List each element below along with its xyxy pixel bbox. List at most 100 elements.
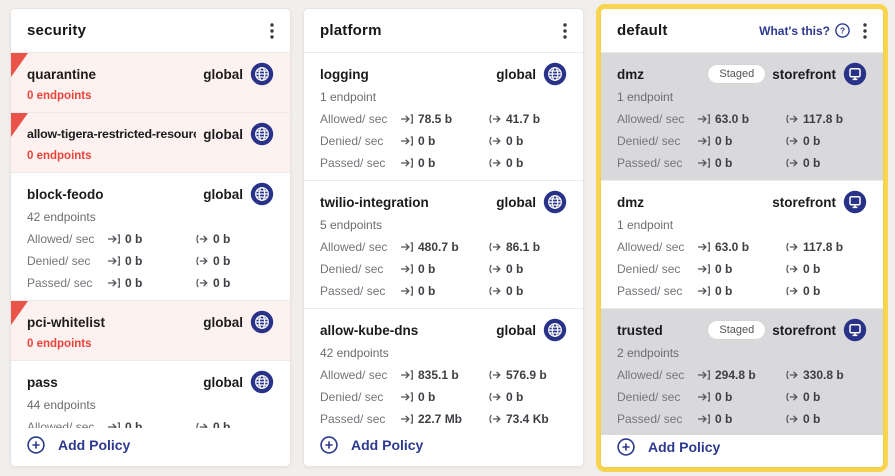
- kebab-menu-button[interactable]: [266, 21, 278, 41]
- egress-arrow-icon: [786, 414, 798, 423]
- kebab-menu-button[interactable]: [559, 21, 571, 41]
- stat-label: Denied/ sec: [617, 389, 681, 404]
- egress-arrow-icon: [489, 264, 501, 273]
- policy-card[interactable]: allow-kube-dns global 42 endpoints Allow…: [304, 309, 583, 428]
- globe-icon: [250, 122, 274, 146]
- ingress-value: 0 b: [418, 133, 436, 148]
- egress-arrow-icon: [786, 370, 798, 379]
- add-policy-button[interactable]: Add Policy: [320, 436, 423, 454]
- policy-card[interactable]: dmz storefront 1 endpoint Allowed/ sec: [601, 181, 883, 309]
- egress-value: 0 b: [213, 253, 231, 268]
- ingress-arrow-icon: [698, 369, 710, 380]
- endpoint-count: 0 endpoints: [27, 338, 92, 350]
- policy-card[interactable]: pci-whitelist global 0 endpoints: [11, 301, 290, 361]
- egress-arrow-icon: [196, 256, 208, 265]
- policy-scope-label: global: [203, 314, 243, 330]
- policy-list: dmz Staged storefront 1 endpoint Allowed…: [601, 53, 883, 435]
- policy-name: pass: [27, 374, 58, 390]
- stat-row: Passed/ sec 22.7 Mb 73.4 Kb: [320, 411, 567, 426]
- stat-row: Allowed/ sec 63.0 b 117.8 b: [617, 111, 867, 126]
- stat-label: Passed/ sec: [320, 411, 386, 426]
- stat-label: Denied/ sec: [320, 133, 384, 148]
- endpoint-count: 42 endpoints: [320, 346, 389, 360]
- stat-label: Denied/ sec: [27, 253, 91, 268]
- stat-label: Passed/ sec: [320, 155, 386, 170]
- ingress-arrow-icon: [698, 413, 710, 424]
- ingress-arrow-icon: [108, 277, 120, 288]
- stat-label: Denied/ sec: [617, 261, 681, 276]
- egress-value: 0 b: [213, 419, 231, 429]
- egress-arrow-icon: [786, 114, 798, 123]
- ingress-value: 0 b: [715, 261, 733, 276]
- policy-scope-label: global: [496, 194, 536, 210]
- stat-label: Passed/ sec: [617, 411, 683, 426]
- policy-name: twilio-integration: [320, 194, 429, 210]
- egress-arrow-icon: [196, 278, 208, 287]
- stat-row: Allowed/ sec 78.5 b 41.7 b: [320, 111, 567, 126]
- stat-row: Denied/ sec 0 b 0 b: [617, 389, 867, 404]
- ingress-arrow-icon: [401, 157, 413, 168]
- policy-scope-label: global: [496, 66, 536, 82]
- ingress-value: 0 b: [715, 283, 733, 298]
- add-policy-plus-icon: [617, 438, 635, 456]
- stat-row: Denied/ sec 0 b 0 b: [617, 133, 867, 148]
- ingress-value: 0 b: [125, 275, 143, 290]
- policy-card[interactable]: logging global 1 endpoint Allowed/ sec: [304, 53, 583, 181]
- stat-row: Allowed/ sec 0 b 0 b: [27, 419, 274, 428]
- policy-card[interactable]: block-feodo global 42 endpoints Allowed/…: [11, 173, 290, 301]
- policy-name: trusted: [617, 322, 663, 338]
- egress-arrow-icon: [489, 286, 501, 295]
- whats-this-link[interactable]: What's this? ?: [759, 23, 850, 38]
- kebab-menu-icon: [563, 22, 567, 39]
- policy-scope-label: global: [496, 322, 536, 338]
- stat-label: Allowed/ sec: [27, 419, 95, 429]
- egress-arrow-icon: [489, 158, 501, 167]
- egress-value: 0 b: [803, 261, 821, 276]
- add-policy-button[interactable]: Add Policy: [617, 438, 720, 456]
- globe-icon: [250, 370, 274, 394]
- kebab-menu-button[interactable]: [859, 21, 871, 41]
- column-title: default: [617, 22, 668, 39]
- egress-value: 0 b: [506, 261, 524, 276]
- stat-label: Allowed/ sec: [617, 111, 685, 126]
- policy-card[interactable]: pass global 44 endpoints Allowed/ sec: [11, 361, 290, 428]
- traffic-stats: Allowed/ sec 78.5 b 41.7 b Denied/ sec: [320, 111, 567, 170]
- add-policy-label: Add Policy: [648, 439, 721, 455]
- egress-value: 41.7 b: [506, 111, 541, 126]
- ingress-value: 294.8 b: [715, 367, 756, 382]
- endpoint-count: 1 endpoint: [320, 90, 377, 104]
- stat-label: Passed/ sec: [27, 275, 93, 290]
- egress-value: 0 b: [506, 389, 524, 404]
- policy-scope-label: global: [203, 66, 243, 82]
- ingress-arrow-icon: [108, 233, 120, 244]
- policy-card[interactable]: allow-tigera-restricted-resources global…: [11, 113, 290, 173]
- add-policy-label: Add Policy: [351, 437, 424, 453]
- ingress-arrow-icon: [698, 113, 710, 124]
- endpoint-count: 1 endpoint: [617, 218, 674, 232]
- policy-card[interactable]: twilio-integration global 5 endpoints Al…: [304, 181, 583, 309]
- add-policy-button[interactable]: Add Policy: [27, 436, 130, 454]
- ingress-value: 0 b: [715, 411, 733, 426]
- stat-row: Passed/ sec 0 b 0 b: [617, 411, 867, 426]
- stat-row: Denied/ sec 0 b 0 b: [320, 389, 567, 404]
- egress-arrow-icon: [786, 392, 798, 401]
- traffic-stats: Allowed/ sec 0 b 0 b Denied/ sec: [27, 231, 274, 290]
- egress-value: 0 b: [803, 283, 821, 298]
- policy-card[interactable]: quarantine global 0 endpoints: [11, 53, 290, 113]
- policy-scope-label: global: [203, 126, 243, 142]
- svg-text:?: ?: [840, 26, 845, 36]
- ingress-value: 78.5 b: [418, 111, 453, 126]
- egress-arrow-icon: [489, 242, 501, 251]
- egress-value: 86.1 b: [506, 239, 541, 254]
- policy-name: allow-tigera-restricted-resources: [27, 127, 197, 141]
- stat-label: Allowed/ sec: [320, 239, 388, 254]
- egress-value: 73.4 Kb: [506, 411, 549, 426]
- policy-card[interactable]: trusted Staged storefront 2 endpoints Al…: [601, 309, 883, 435]
- egress-value: 0 b: [803, 155, 821, 170]
- policy-card[interactable]: dmz Staged storefront 1 endpoint Allowed…: [601, 53, 883, 181]
- egress-value: 0 b: [803, 133, 821, 148]
- stat-label: Passed/ sec: [617, 283, 683, 298]
- stat-row: Allowed/ sec 480.7 b 86.1 b: [320, 239, 567, 254]
- ingress-value: 0 b: [418, 261, 436, 276]
- ingress-value: 0 b: [418, 283, 436, 298]
